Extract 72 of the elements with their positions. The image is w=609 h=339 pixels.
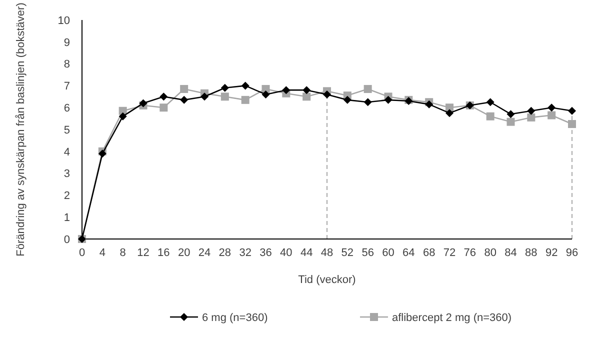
point [98, 150, 106, 158]
x-tick-label: 80 [484, 247, 496, 259]
point [241, 82, 250, 90]
point [486, 112, 494, 120]
y-tick-label: 3 [64, 168, 70, 180]
point [527, 106, 536, 115]
point [506, 118, 515, 126]
y-tick-label: 8 [64, 58, 70, 71]
x-tick-label: 20 [178, 247, 190, 259]
x-axis-title: Tid (veckor) [298, 274, 356, 286]
point [262, 90, 270, 98]
x-tick-label: 76 [464, 247, 476, 259]
point [486, 98, 494, 106]
point [323, 90, 331, 98]
x-tick-label: 48 [320, 247, 334, 259]
x-tick-label: 64 [402, 247, 415, 259]
x-tick-label: 28 [218, 247, 232, 259]
x-tick-label: 0 [78, 247, 86, 259]
point [220, 92, 229, 101]
point [568, 120, 576, 128]
point [302, 86, 311, 94]
point [506, 110, 515, 118]
point [446, 104, 454, 112]
x-tick-label: 88 [525, 247, 538, 259]
y-tick-label: 6 [64, 102, 70, 114]
y-tick-label: 5 [64, 124, 70, 136]
point [446, 109, 454, 118]
x-tick-label: 4 [99, 247, 106, 259]
legend-label: aflibercept 2 mg (n=360) [392, 312, 512, 324]
point [364, 98, 372, 106]
y-tick-label: 10 [58, 14, 70, 27]
point [302, 92, 311, 101]
y-tick-label: 0 [64, 234, 70, 246]
y-tick-label: 4 [64, 146, 70, 158]
point [364, 84, 372, 93]
y-tick-label: 2 [64, 190, 70, 202]
point [180, 84, 188, 93]
x-tick-label: 44 [300, 247, 313, 259]
y-tick-label: 9 [64, 36, 70, 49]
legend-label: 6 mg (n=360) [202, 312, 268, 324]
point [160, 92, 168, 101]
point [200, 92, 208, 101]
x-tick-label: 84 [504, 247, 517, 259]
y-axis-title: Förändring av synskärpan från baslinjen (bokstäver) [15, 2, 27, 256]
point [160, 104, 168, 112]
y-tick-label: 7 [64, 80, 70, 93]
x-tick-label: 8 [120, 247, 126, 259]
x-tick-label: 60 [382, 247, 394, 259]
x-tick-label: 32 [239, 247, 252, 259]
point [241, 96, 250, 104]
point [384, 96, 392, 104]
point [548, 111, 556, 120]
point [282, 86, 290, 94]
point [568, 106, 576, 115]
y-tick-label: 1 [64, 212, 70, 224]
x-tick-label: 36 [260, 247, 272, 259]
point [548, 104, 556, 112]
point [527, 113, 536, 122]
point [343, 96, 352, 104]
x-tick-label: 96 [566, 247, 578, 259]
point [220, 84, 229, 92]
x-tick-label: 56 [362, 247, 374, 259]
x-tick-label: 24 [198, 247, 211, 259]
x-tick-label: 72 [443, 247, 456, 259]
point [180, 96, 188, 104]
x-tick-label: 16 [158, 247, 170, 259]
x-tick-label: 92 [545, 247, 558, 259]
x-tick-label: 68 [422, 247, 436, 259]
x-tick-label: 40 [280, 247, 292, 259]
point [118, 112, 127, 120]
x-tick-label: 52 [341, 247, 354, 259]
x-tick-label: 12 [137, 247, 150, 259]
